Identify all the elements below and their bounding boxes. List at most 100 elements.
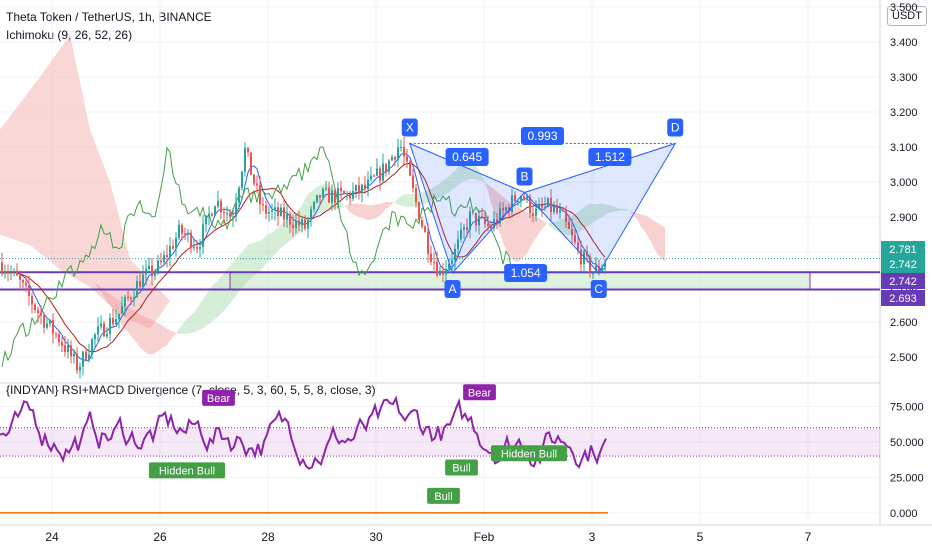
- candle-body: [157, 260, 159, 272]
- candle-body: [184, 233, 186, 235]
- candle-body: [469, 211, 471, 230]
- divergence-label: Bear: [468, 387, 492, 399]
- ratio-badge-bg: [445, 148, 489, 166]
- candle-body: [565, 211, 567, 222]
- price-badge-text: 2.693: [889, 293, 917, 305]
- kumo-segment: [284, 219, 287, 246]
- kumo-segment: [362, 204, 365, 220]
- candle-body: [19, 275, 21, 280]
- ratio-badge-bg: [588, 148, 632, 166]
- candle-body: [7, 272, 9, 274]
- ratio-badge: 1.512: [595, 150, 625, 164]
- kumo-segment: [437, 183, 440, 199]
- candle-body: [127, 296, 129, 298]
- candle-body: [538, 204, 540, 209]
- candle-body: [373, 175, 375, 177]
- candle-body: [346, 193, 348, 195]
- candle-body: [484, 216, 486, 224]
- candle-body: [160, 260, 162, 263]
- candle-body: [172, 246, 174, 249]
- candle-body: [217, 200, 219, 207]
- point-b: B: [520, 170, 528, 184]
- currency-button[interactable]: USDT: [887, 6, 927, 26]
- candle-body: [514, 195, 516, 202]
- candle-body: [367, 179, 369, 189]
- candle-body: [202, 224, 204, 248]
- candle-body: [550, 197, 552, 213]
- price-tick-label: 3.000: [890, 177, 918, 189]
- osc-tick-label: 50.000: [890, 437, 924, 449]
- candle-body: [511, 195, 513, 213]
- candle-body: [139, 281, 141, 287]
- candle-body: [496, 219, 498, 224]
- kumo-segment: [245, 244, 248, 285]
- kumo-segment: [527, 212, 530, 254]
- candle-body: [274, 207, 276, 211]
- kumo-segment: [107, 292, 110, 306]
- harmonic-pattern: X A B C D 0.645 0.993 1.512 1.054: [401, 118, 684, 298]
- candle-body: [232, 216, 234, 218]
- candle-body: [115, 319, 117, 325]
- time-tick-label: 3: [589, 530, 596, 544]
- kumo-segment: [545, 222, 548, 226]
- kumo-segment: [509, 201, 512, 260]
- bd-dash: [524, 143, 676, 193]
- candle-body: [79, 366, 81, 371]
- candle-body: [49, 320, 51, 324]
- kumo-segment: [623, 208, 626, 211]
- candle-body: [28, 285, 30, 297]
- kumo-segment: [146, 317, 149, 355]
- kijun-line: [1, 162, 606, 353]
- candle-body: [64, 345, 66, 352]
- candle-body: [250, 152, 252, 175]
- candle-body: [454, 248, 456, 261]
- time-axis: 24 26 28 30 Feb 3 5 7: [45, 530, 811, 544]
- candle-body: [403, 147, 405, 157]
- point-c-bg: [590, 280, 607, 298]
- ichimoku-legend[interactable]: Ichimoku (9, 26, 52, 26): [6, 28, 133, 42]
- candle-body: [298, 220, 300, 226]
- candle-body: [124, 296, 126, 307]
- candle-body: [136, 281, 138, 298]
- candle-body: [142, 274, 144, 287]
- candle-body: [1, 262, 3, 274]
- candle-body: [487, 223, 489, 226]
- candle-body: [151, 265, 153, 277]
- candle-body: [589, 256, 591, 274]
- kumo-segment: [167, 328, 170, 346]
- candle-body: [400, 147, 402, 149]
- candle-body: [163, 255, 165, 263]
- ratio-badge: 1.054: [511, 266, 541, 280]
- candle-body: [598, 265, 600, 272]
- candle-body: [241, 171, 243, 188]
- candle-body: [268, 212, 270, 214]
- candle-body: [94, 334, 96, 340]
- kumo-segment: [491, 186, 494, 213]
- kumo-segment: [209, 286, 212, 324]
- kumo-segment: [278, 225, 281, 251]
- candle-body: [301, 219, 303, 226]
- pattern-xab: [408, 142, 526, 274]
- point-a-bg: [444, 280, 461, 298]
- candle-body: [472, 211, 474, 213]
- candle-body: [523, 196, 525, 200]
- candle-body: [535, 208, 537, 216]
- candle-body: [13, 270, 15, 273]
- candle-body: [460, 229, 462, 240]
- point-b-bg: [516, 167, 533, 186]
- candle-body: [586, 251, 588, 257]
- oscillator-legend[interactable]: {INDYAN} RSI+MACD Divergence (7, close, …: [6, 383, 376, 397]
- candle-body: [25, 282, 27, 286]
- candle-body: [445, 268, 447, 275]
- price-tick-label: 3.200: [890, 107, 918, 119]
- candle-body: [205, 215, 207, 225]
- kumo-segment: [353, 203, 356, 216]
- candle-body: [352, 190, 354, 199]
- candle-body: [145, 269, 147, 275]
- candle-body: [271, 210, 273, 213]
- kumo-segment: [149, 318, 152, 355]
- kumo-segment: [449, 173, 452, 193]
- candle-body: [340, 188, 342, 192]
- candle-body: [391, 156, 393, 161]
